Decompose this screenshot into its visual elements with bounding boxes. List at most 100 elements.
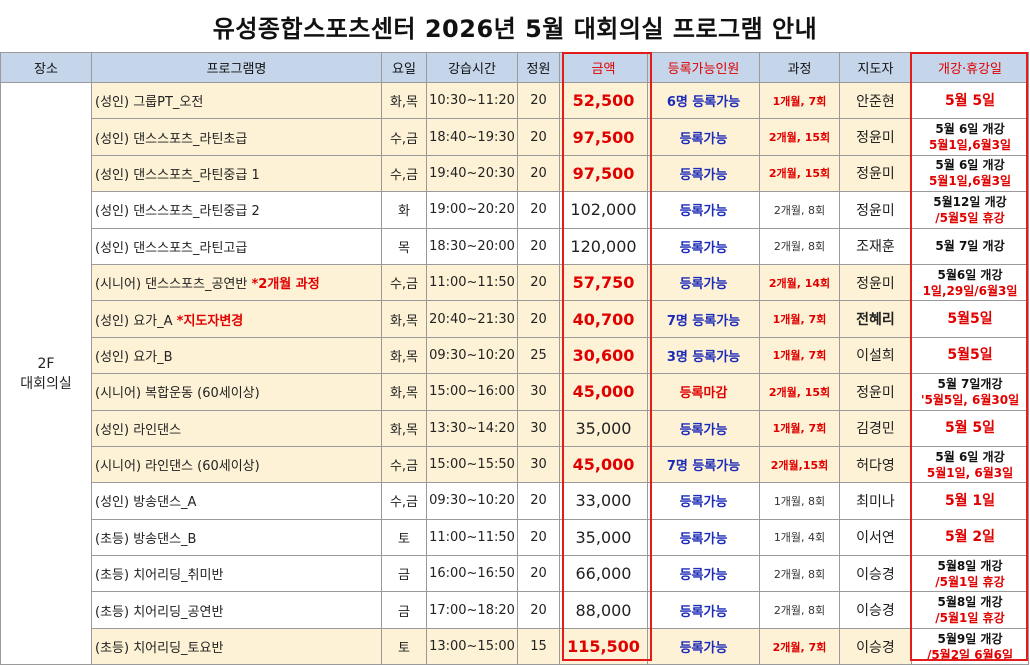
header-course: 과정 <box>759 52 840 83</box>
schedule-line-1: 5월5일 <box>947 347 993 364</box>
price-cell: 66,000 <box>559 555 648 593</box>
capacity-cell: 20 <box>517 482 560 520</box>
time-cell: 10:30~11:20 <box>426 81 518 120</box>
days-cell: 화,목 <box>381 81 427 120</box>
schedule-line-2: /5월1일 휴강 <box>935 574 1005 589</box>
instructor-cell: 정윤미 <box>839 191 912 229</box>
schedule-line-2: 5월1일, 6월3일 <box>926 465 1014 480</box>
schedule-line-1: 5월6일 개강 <box>937 267 1003 282</box>
schedule-line-1: 5월 1일 <box>944 492 996 509</box>
program-title: (초등) 치어리딩_공연반 <box>95 604 224 620</box>
availability-cell: 등록가능 <box>647 482 760 520</box>
program-name: (시니어) 복합운동 (60세이상) <box>91 373 382 411</box>
course-cell: 2개월, 8회 <box>759 227 840 265</box>
days-cell: 금 <box>381 591 427 629</box>
schedule-cell: 5월9일 개강/5월2일 6월6일 <box>911 627 1029 665</box>
capacity-cell: 25 <box>517 336 560 375</box>
availability-cell: 등록가능 <box>647 409 760 447</box>
capacity-cell: 20 <box>517 81 560 120</box>
time-cell: 16:00~16:50 <box>426 555 518 593</box>
schedule-line-1: 5월 6일 개강 <box>935 122 1005 137</box>
program-title: (초등) 치어리딩_토요반 <box>95 641 224 657</box>
price-cell: 88,000 <box>559 591 648 629</box>
schedule-cell: 5월 6일 개강 5월1일, 6월3일 <box>911 445 1029 484</box>
program-name: (성인) 요가_A *지도자변경 <box>91 300 382 338</box>
time-cell: 19:00~20:20 <box>426 191 518 229</box>
days-cell: 화,목 <box>381 336 427 375</box>
program-title: (성인) 댄스스포츠_라틴중급 1 <box>95 167 260 183</box>
course-cell: 2개월, 8회 <box>759 555 840 593</box>
capacity-cell: 30 <box>517 373 560 411</box>
time-cell: 11:00~11:50 <box>426 263 518 302</box>
place-floor: 2F <box>37 355 55 372</box>
instructor-cell: 이서연 <box>839 518 912 557</box>
days-cell: 토 <box>381 627 427 665</box>
instructor-cell: 정윤미 <box>839 154 912 193</box>
schedule-line-1: 5월 5일 <box>944 420 996 437</box>
program-note: *지도자변경 <box>176 313 244 329</box>
schedule-line-2: 1일,29일/6월3일 <box>922 283 1018 298</box>
table-row: (성인) 댄스스포츠_라틴중급 2 화 19:00~20:20 20 102,0… <box>1 191 1029 229</box>
schedule-line-2: 5월1일,6월3일 <box>928 138 1012 153</box>
price-cell: 33,000 <box>559 482 648 520</box>
table-row: 2F 대회의실 (성인) 그룹PT_오전 화,목 10:30~11:20 20 … <box>0 81 1029 665</box>
course-cell: 2개월, 15회 <box>759 118 840 156</box>
course-cell: 2개월, 8회 <box>759 591 840 629</box>
capacity-cell: 20 <box>517 227 560 265</box>
schedule-cell: 5월 5일 <box>911 81 1029 120</box>
course-cell: 2개월, 14회 <box>759 263 840 302</box>
price-cell: 35,000 <box>559 518 648 557</box>
schedule-cell: 5월8일 개강/5월1일 휴강 <box>911 591 1029 629</box>
instructor-cell: 정윤미 <box>839 118 912 156</box>
instructor-cell: 김경민 <box>839 409 912 447</box>
program-title: (초등) 치어리딩_취미반 <box>95 568 224 584</box>
program-name: (초등) 치어리딩_취미반 <box>91 555 382 593</box>
course-cell: 2개월, 15회 <box>759 154 840 193</box>
schedule-cell: 5월 6일 개강 5월1일,6월3일 <box>911 154 1029 193</box>
time-cell: 19:40~20:30 <box>426 154 518 193</box>
header-price: 금액 <box>559 52 648 83</box>
capacity-cell: 20 <box>517 154 560 193</box>
program-title: (성인) 댄스스포츠_라틴고급 <box>95 240 248 256</box>
program-name: (초등) 치어리딩_토요반 <box>91 627 382 665</box>
instructor-cell: 이설희 <box>839 336 912 375</box>
course-cell: 2개월, 8회 <box>759 191 840 229</box>
availability-cell: 등록가능 <box>647 191 760 229</box>
schedule-line-2: /5월5일 휴강 <box>935 210 1005 225</box>
program-name: (성인) 댄스스포츠_라틴고급 <box>91 227 382 265</box>
course-cell: 1개월, 7회 <box>759 81 840 120</box>
program-name: (시니어) 댄스스포츠_공연반 *2개월 과정 <box>91 263 382 302</box>
schedule-line-2: /5월1일 휴강 <box>935 611 1005 626</box>
time-cell: 09:30~10:20 <box>426 482 518 520</box>
course-cell: 1개월, 7회 <box>759 336 840 375</box>
schedule-line-1: 5월 7일 개강 <box>935 239 1005 254</box>
time-cell: 20:40~21:30 <box>426 300 518 338</box>
capacity-cell: 20 <box>517 191 560 229</box>
availability-cell: 등록가능 <box>647 555 760 593</box>
table-row: (초등) 치어리딩_토요반 토 13:00~15:00 15 115,500 등… <box>1 627 1029 665</box>
course-cell: 1개월, 7회 <box>759 300 840 338</box>
header-availability: 등록가능인원 <box>647 52 760 83</box>
time-cell: 17:00~18:20 <box>426 591 518 629</box>
availability-cell: 6명 등록가능 <box>647 81 760 120</box>
instructor-cell: 허다영 <box>839 445 912 484</box>
program-title: (성인) 댄스스포츠_라틴초급 <box>95 131 248 147</box>
time-cell: 15:00~15:50 <box>426 445 518 484</box>
program-name: (성인) 그룹PT_오전 <box>91 81 382 120</box>
table-row: (성인) 요가_B 화,목 09:30~10:20 25 30,600 3명 등… <box>1 336 1029 375</box>
days-cell: 수,금 <box>381 154 427 193</box>
days-cell: 화 <box>381 191 427 229</box>
price-cell: 97,500 <box>559 154 648 193</box>
availability-cell: 등록가능 <box>647 591 760 629</box>
availability-cell: 등록마감 <box>647 373 760 411</box>
time-cell: 11:00~11:50 <box>426 518 518 557</box>
header-schedule: 개강·휴강일 <box>911 52 1029 83</box>
table-row: (초등) 방송댄스_B 토 11:00~11:50 20 35,000 등록가능… <box>1 518 1029 557</box>
course-cell: 1개월, 8회 <box>759 482 840 520</box>
price-cell: 52,500 <box>559 81 648 120</box>
program-title: (시니어) 라인댄스 (60세이상) <box>95 459 260 475</box>
table-row: (성인) 댄스스포츠_라틴고급 목 18:30~20:00 20 120,000… <box>1 227 1029 265</box>
schedule-cell: 5월 1일 <box>911 482 1029 520</box>
schedule-line-1: 5월5일 <box>947 311 993 328</box>
schedule-cell: 5월 6일 개강 5월1일,6월3일 <box>911 118 1029 156</box>
